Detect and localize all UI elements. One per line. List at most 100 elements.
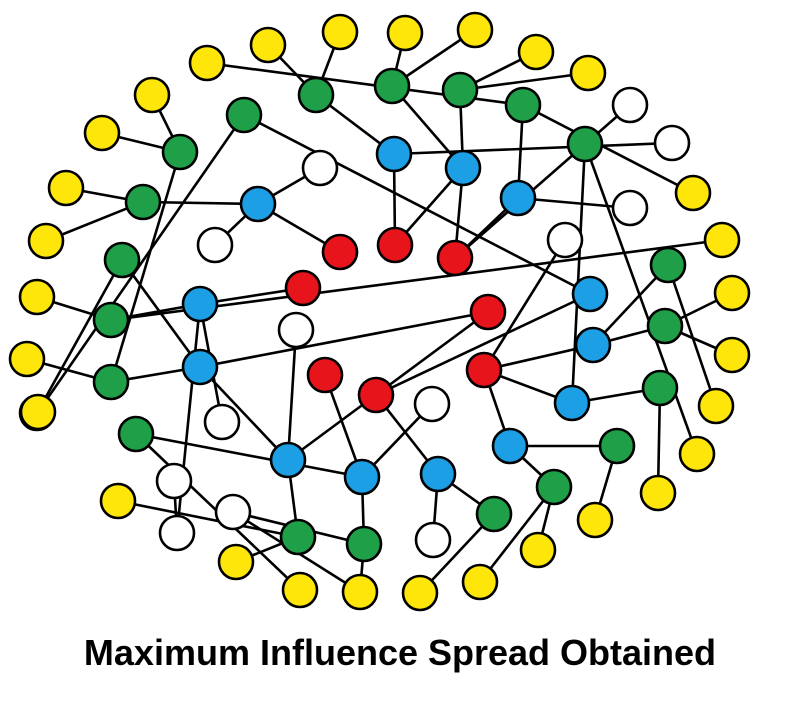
edge-b1-g2 [142,200,259,206]
edge-b4-w8 [517,196,631,210]
node-blue-b8 [343,458,381,496]
node-blue-b12 [574,326,612,364]
influence-network-graph [8,11,751,612]
node-green-g18 [566,125,604,163]
node-white-w6 [214,493,252,531]
node-green-g6 [504,86,542,124]
node-yellow-y4 [27,222,65,260]
edge-g19-y29 [666,264,718,407]
node-blue-b6 [181,348,219,386]
edge-g18-y28 [583,143,699,455]
node-blue-b11 [553,384,591,422]
edge-g9-g1 [109,151,182,383]
node-green-g5 [441,71,479,109]
node-white-w3 [277,311,315,349]
node-green-g3 [297,76,335,114]
edge-b13-r7 [375,292,591,397]
node-yellow-y7 [386,14,424,52]
node-yellow-y11 [188,44,226,82]
node-yellow-y17 [8,340,46,378]
node-green-g16 [598,427,636,465]
edge-r5-b6 [199,310,489,369]
node-yellow-y16 [713,336,751,374]
node-green-g2 [124,183,162,221]
node-green-g15 [535,468,573,506]
node-white-w4 [413,385,451,423]
node-yellow-y5 [249,26,287,64]
node-green-g12 [117,415,155,453]
node-yellow-y13 [18,278,56,316]
node-green-g14 [475,495,513,533]
node-green-g1 [161,133,199,171]
node-blue-b3 [444,149,482,187]
node-yellow-y24 [461,563,499,601]
node-yellow-y22 [341,573,379,611]
node-white-w8 [611,189,649,227]
node-green-g9 [92,363,130,401]
node-yellow-y21 [281,571,319,609]
diagram-caption: Maximum Influence Spread Obtained [83,632,717,673]
edge-g11-y19 [117,499,299,539]
node-yellow-y12 [674,174,712,212]
node-red-r3 [436,239,474,277]
node-green-g4 [373,67,411,105]
node-yellow-y2 [133,76,171,114]
edge-b13-g20 [243,113,591,296]
node-green-g11 [279,518,317,556]
node-green-g8 [646,307,684,345]
node-yellow-y26 [576,501,614,539]
node-yellow-y8 [456,11,494,49]
node-green-g10 [103,241,141,279]
node-yellow-y1 [83,114,121,152]
node-yellow-y9 [517,33,555,71]
edge-r3-w9 [454,104,631,259]
node-white-w9 [611,86,649,124]
node-green-g19 [649,246,687,284]
node-yellow-y14 [703,221,741,259]
node-blue-b4 [499,179,537,217]
node-white-w5 [414,521,452,559]
node-blue-b10 [491,427,529,465]
node-blue-b2 [375,135,413,173]
node-yellow-y19 [99,482,137,520]
node-blue-b1 [239,185,277,223]
node-white-w7 [546,221,584,259]
node-yellow-y23 [401,574,439,612]
edge-g15-y24 [478,486,556,583]
node-red-r8 [465,351,503,389]
edge-b7-w3 [286,329,298,461]
edge-g10-y18 [35,259,124,414]
node-yellow-y15 [713,274,751,312]
node-green-g20 [225,96,263,134]
edge-b8-g12 [135,432,363,479]
node-blue-b7 [269,441,307,479]
node-yellow-y20 [217,543,255,581]
edge-b2-w10 [393,141,673,156]
node-blue-b13 [571,275,609,313]
node-red-r7 [357,376,395,414]
edge-g20-y30 [36,114,246,413]
node-white-w12 [155,462,193,500]
node-red-r1 [321,233,359,271]
node-green-g17 [641,369,679,407]
node-green-g7 [92,301,130,339]
node-yellow-y3 [47,169,85,207]
node-yellow-y27 [639,474,677,512]
node-green-g13 [345,525,383,563]
node-yellow-y10 [569,54,607,92]
node-red-r5 [469,293,507,331]
node-yellow-y6 [321,13,359,51]
edge-b12-r8 [483,343,594,372]
node-yellow-y25 [519,531,557,569]
node-yellow-y28 [678,435,716,473]
node-blue-b9 [419,455,457,493]
node-white-w2 [196,226,234,264]
node-white-w13 [158,514,196,552]
edge-b11-g18 [570,143,587,404]
edge-g5-y10 [459,71,589,92]
node-white-w11 [203,403,241,441]
node-white-w10 [653,124,691,162]
edge-b6-b7 [199,366,289,461]
node-red-r6 [306,356,344,394]
